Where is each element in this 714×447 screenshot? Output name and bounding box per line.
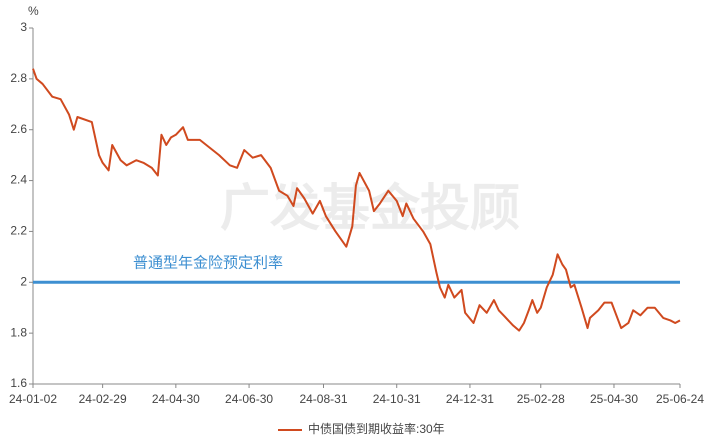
y-tick-label: 2.2 (10, 224, 27, 238)
x-tick-label: 24-02-29 (79, 392, 127, 406)
x-tick-label: 25-04-30 (590, 392, 638, 406)
x-tick-label: 24-01-02 (9, 392, 57, 406)
x-tick-label: 24-12-31 (446, 392, 494, 406)
x-tick-label: 24-04-30 (152, 392, 200, 406)
y-tick-label: 1.8 (10, 325, 27, 339)
x-tick-label: 25-02-28 (517, 392, 565, 406)
y-tick-label: 2 (20, 274, 27, 288)
y-tick-label: 2.8 (10, 71, 27, 85)
x-tick-label: 24-08-31 (299, 392, 347, 406)
x-tick-label: 24-06-30 (225, 392, 273, 406)
y-tick-label: 2.4 (10, 173, 27, 187)
series-line (32, 68, 681, 332)
x-tick-label: 25-06-24 (656, 392, 704, 406)
y-tick-label: 1.6 (10, 376, 27, 390)
legend-label: 中债国债到期收益率:30年 (308, 421, 445, 436)
reference-label: 普通型年金险预定利率 (133, 254, 283, 271)
y-tick-label: 3 (20, 20, 27, 34)
y-tick-label: 2.6 (10, 122, 27, 136)
y-unit: % (28, 4, 39, 18)
x-tick-label: 24-10-31 (373, 392, 421, 406)
watermark: 广发基金投顾 (220, 180, 520, 236)
